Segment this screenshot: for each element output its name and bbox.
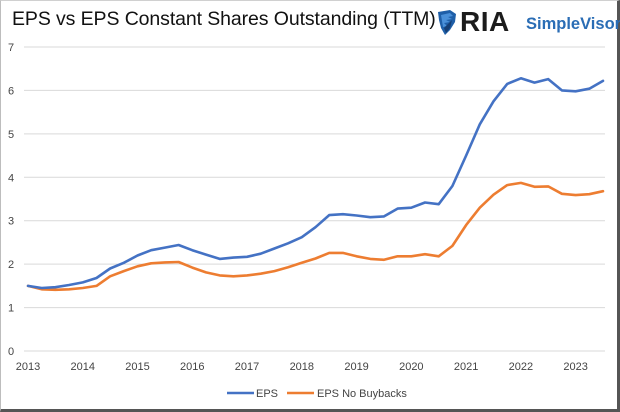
x-axis-ticks: 2013 2014 2015 2016 2017 2018 2019 2020 2021 2022… xyxy=(16,361,588,373)
y-tick-label: 5 xyxy=(8,129,14,141)
logo-brand-text: RIA xyxy=(460,6,510,37)
x-tick-label: 2019 xyxy=(344,361,368,373)
x-tick-label: 2021 xyxy=(454,361,478,373)
legend-item: EPS No Buybacks xyxy=(287,388,407,400)
legend-label: EPS No Buybacks xyxy=(317,388,407,400)
x-tick-label: 2020 xyxy=(399,361,423,373)
legend-item: EPS xyxy=(227,388,278,400)
y-tick-label: 0 xyxy=(8,346,14,358)
y-tick-label: 7 xyxy=(8,42,14,54)
x-tick-label: 2013 xyxy=(16,361,40,373)
x-tick-label: 2023 xyxy=(563,361,587,373)
legend: EPS EPS No Buybacks xyxy=(227,388,407,400)
y-tick-label: 6 xyxy=(8,85,14,97)
x-tick-label: 2022 xyxy=(509,361,533,373)
ria-simplevisor-logo: RIA SimpleVisor xyxy=(436,6,620,38)
series-line-eps xyxy=(26,77,605,290)
x-tick-label: 2014 xyxy=(71,361,95,373)
y-tick-label: 2 xyxy=(8,259,14,271)
y-tick-label: 4 xyxy=(8,172,14,184)
x-tick-label: 2017 xyxy=(235,361,259,373)
series-line-eps-no-buybacks xyxy=(26,181,605,292)
legend-label: EPS xyxy=(256,388,278,400)
y-tick-label: 1 xyxy=(8,303,14,315)
y-axis-ticks: 0 1 2 3 4 5 6 7 xyxy=(8,42,14,358)
gridlines xyxy=(24,46,605,352)
logo-product-text: SimpleVisor xyxy=(526,15,620,33)
y-tick-label: 3 xyxy=(8,216,14,228)
x-tick-label: 2016 xyxy=(180,361,204,373)
x-tick-label: 2015 xyxy=(125,361,149,373)
eagle-shield-icon xyxy=(438,10,456,35)
x-tick-label: 2018 xyxy=(290,361,314,373)
chart-title: EPS vs EPS Constant Shares Outstanding (… xyxy=(12,8,436,30)
series-lines xyxy=(26,77,605,292)
